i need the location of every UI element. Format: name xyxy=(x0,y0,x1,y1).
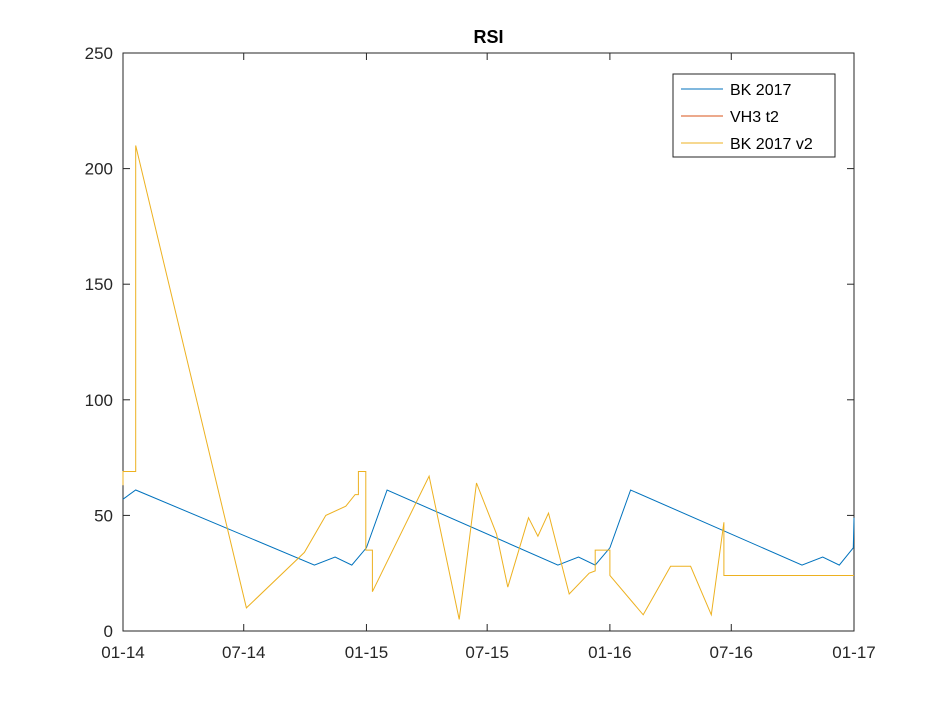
y-tick-label: 150 xyxy=(85,275,113,294)
x-tick-label: 07-14 xyxy=(222,643,265,662)
y-tick-label: 50 xyxy=(94,506,113,525)
x-tick-label: 07-16 xyxy=(710,643,753,662)
series-line-bk-2017 xyxy=(122,489,855,566)
chart-title: RSI xyxy=(473,27,503,47)
x-tick-label: 01-16 xyxy=(588,643,631,662)
x-tick-label: 01-14 xyxy=(101,643,144,662)
legend: BK 2017 VH3 t2 BK 2017 v2 xyxy=(672,73,836,158)
x-tick-label: 01-17 xyxy=(832,643,875,662)
y-axis-ticks: 0 50 100 150 200 250 xyxy=(85,44,854,641)
legend-label: BK 2017 v2 xyxy=(730,136,813,153)
y-tick-label: 250 xyxy=(85,44,113,63)
series-line-bk-2017-v2 xyxy=(122,145,854,620)
y-tick-label: 100 xyxy=(85,391,113,410)
legend-label: BK 2017 xyxy=(730,82,791,99)
x-axis-ticks: 01-14 07-14 01-15 07-15 01-16 07-16 01-17 xyxy=(101,53,876,662)
y-tick-label: 200 xyxy=(85,160,113,179)
axes-frame xyxy=(122,52,855,632)
series-layer xyxy=(122,145,855,620)
y-tick-label: 0 xyxy=(104,622,113,641)
x-tick-label: 01-15 xyxy=(345,643,388,662)
x-tick-label: 07-15 xyxy=(465,643,508,662)
legend-label: VH3 t2 xyxy=(730,109,779,126)
axes-box xyxy=(122,52,855,632)
